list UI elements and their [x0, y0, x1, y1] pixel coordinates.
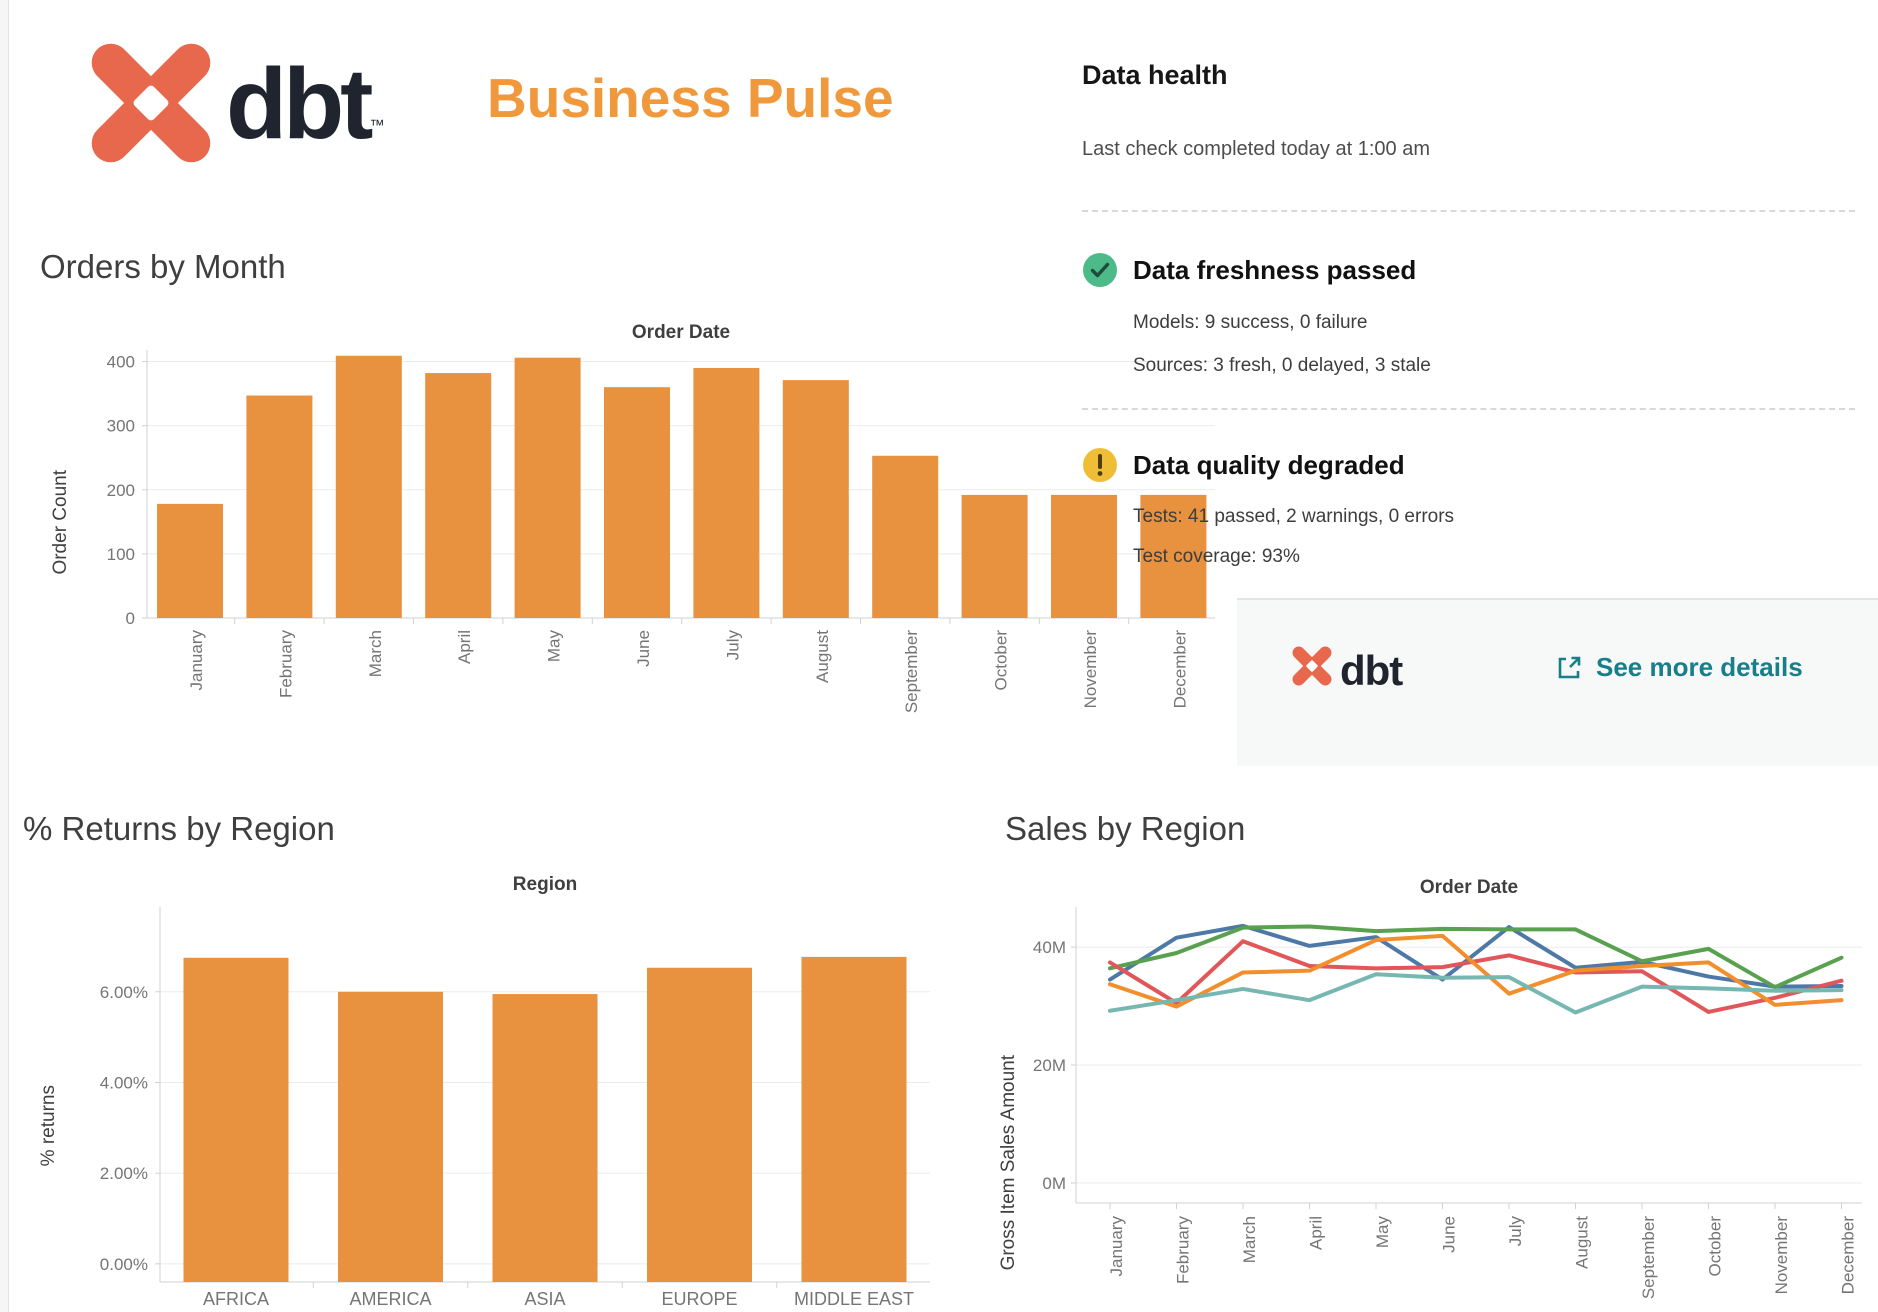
x-tick-label: May — [1373, 1216, 1392, 1249]
bar-september[interactable] — [872, 455, 939, 618]
x-tick-label: August — [1573, 1216, 1592, 1269]
y-tick-label: 2.00% — [100, 1164, 148, 1183]
external-link-icon — [1558, 656, 1581, 678]
bar-europe[interactable] — [647, 967, 752, 1282]
x-tick-label: November — [1081, 630, 1100, 709]
x-tick-label: March — [366, 630, 385, 677]
window-edge — [0, 0, 9, 1312]
freshness-status-label: Data freshness passed — [1133, 255, 1417, 285]
x-tick-label: MIDDLE EAST — [794, 1289, 914, 1309]
bar-february[interactable] — [246, 395, 313, 618]
x-tick-label: January — [1107, 1216, 1126, 1277]
x-tick-label: March — [1240, 1216, 1259, 1263]
quality-coverage-detail: Test coverage: 93% — [1133, 546, 1300, 567]
bar-july[interactable] — [693, 367, 760, 618]
x-tick-label: December — [1170, 630, 1189, 709]
x-tick-label: EUROPE — [661, 1289, 737, 1309]
y-tick-label: 200 — [107, 481, 135, 500]
series-line-green[interactable] — [1108, 924, 1844, 990]
x-tick-label: September — [902, 630, 921, 713]
x-tick-label: April — [455, 630, 474, 664]
y-axis-title: Order Count — [50, 469, 71, 574]
x-tick-label: April — [1307, 1216, 1326, 1250]
x-tick-label: August — [813, 630, 832, 683]
dbt-trademark: ™ — [369, 117, 385, 134]
dbt-logo-diamond — [133, 85, 169, 121]
y-tick-label: 20M — [1033, 1056, 1066, 1075]
x-tick-label: AFRICA — [203, 1289, 269, 1309]
quality-tests-detail: Tests: 41 passed, 2 warnings, 0 errors — [1133, 506, 1455, 527]
x-tick-label: December — [1839, 1216, 1858, 1295]
bar-america[interactable] — [338, 991, 443, 1282]
x-tick-label: ASIA — [524, 1289, 565, 1309]
freshness-sources-detail: Sources: 3 fresh, 0 delayed, 3 stale — [1133, 355, 1431, 376]
x-tick-label: June — [634, 630, 653, 667]
sales-chart-title: Sales by Region — [1005, 810, 1246, 847]
bar-march[interactable] — [335, 355, 402, 618]
y-axis-title: % returns — [38, 1085, 59, 1166]
dbt-logo-icon-small — [1292, 646, 1332, 686]
bar-january[interactable] — [157, 503, 223, 618]
bar-middle-east[interactable] — [801, 956, 907, 1282]
column-header: Order Date — [1420, 877, 1518, 898]
data-health-title: Data health — [1082, 60, 1228, 90]
dbt-wordmark: dbt™ — [226, 54, 385, 172]
y-tick-label: 6.00% — [100, 983, 148, 1002]
orders-chart-title: Orders by Month — [40, 248, 286, 285]
y-tick-label: 0.00% — [100, 1255, 148, 1274]
x-tick-label: July — [1506, 1216, 1525, 1247]
bar-africa[interactable] — [183, 957, 289, 1282]
x-tick-label: June — [1440, 1216, 1459, 1253]
series-line-teal[interactable] — [1108, 972, 1844, 1015]
x-tick-label: AMERICA — [349, 1289, 431, 1309]
y-tick-label: 0 — [126, 609, 135, 628]
y-axis-title: Gross Item Sales Amount — [998, 1054, 1019, 1270]
dbt-footer-wordmark: dbt — [1340, 647, 1403, 694]
y-tick-label: 4.00% — [100, 1073, 148, 1092]
y-tick-label: 40M — [1033, 938, 1066, 957]
bar-october[interactable] — [961, 494, 1028, 618]
series-line-red[interactable] — [1108, 939, 1844, 1014]
dbt-wordmark-text: dbt — [226, 48, 373, 160]
x-tick-label: November — [1772, 1216, 1791, 1295]
data-health-last-check: Last check completed today at 1:00 am — [1082, 138, 1430, 160]
x-tick-label: July — [723, 630, 742, 661]
x-tick-label: September — [1639, 1216, 1658, 1299]
x-tick-label: May — [545, 630, 564, 663]
freshness-models-detail: Models: 9 success, 0 failure — [1133, 312, 1368, 333]
quality-status-label: Data quality degraded — [1133, 450, 1405, 480]
dbt-logo-icon — [91, 43, 211, 163]
series-line-orange[interactable] — [1108, 933, 1844, 1009]
y-tick-label: 400 — [107, 353, 135, 372]
see-more-details-link[interactable]: See more details — [1556, 652, 1803, 683]
bar-august[interactable] — [782, 380, 849, 618]
x-tick-label: October — [992, 630, 1011, 691]
dashed-divider — [1082, 408, 1855, 410]
column-header: Region — [513, 874, 577, 895]
bar-june[interactable] — [604, 387, 670, 618]
x-tick-label: January — [187, 630, 206, 691]
series-line-blue[interactable] — [1108, 923, 1844, 989]
bar-december[interactable] — [1140, 494, 1207, 618]
y-tick-label: 0M — [1042, 1174, 1066, 1193]
x-tick-label: February — [1174, 1216, 1193, 1285]
page-title: Business Pulse — [487, 67, 894, 129]
freshness-passed-icon — [1083, 253, 1117, 287]
returns-chart-title: % Returns by Region — [23, 810, 335, 847]
quality-warning-icon — [1083, 448, 1117, 482]
dashed-divider — [1082, 210, 1855, 212]
x-tick-label: February — [276, 630, 295, 699]
bar-april[interactable] — [425, 373, 492, 618]
bar-asia[interactable] — [492, 994, 598, 1282]
x-tick-label: October — [1706, 1216, 1725, 1277]
dbt-footer-strip — [1237, 598, 1878, 766]
y-tick-label: 100 — [107, 545, 135, 564]
bar-november[interactable] — [1051, 494, 1117, 618]
see-more-details-label: See more details — [1596, 652, 1803, 682]
bar-may[interactable] — [514, 357, 581, 618]
y-tick-label: 300 — [107, 417, 135, 436]
column-header: Order Date — [632, 322, 730, 343]
